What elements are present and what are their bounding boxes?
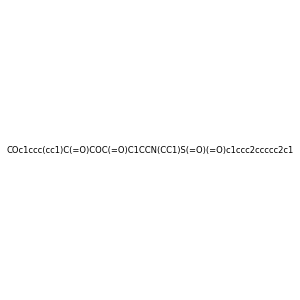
Text: COc1ccc(cc1)C(=O)COC(=O)C1CCN(CC1)S(=O)(=O)c1ccc2ccccc2c1: COc1ccc(cc1)C(=O)COC(=O)C1CCN(CC1)S(=O)(…: [6, 146, 294, 154]
